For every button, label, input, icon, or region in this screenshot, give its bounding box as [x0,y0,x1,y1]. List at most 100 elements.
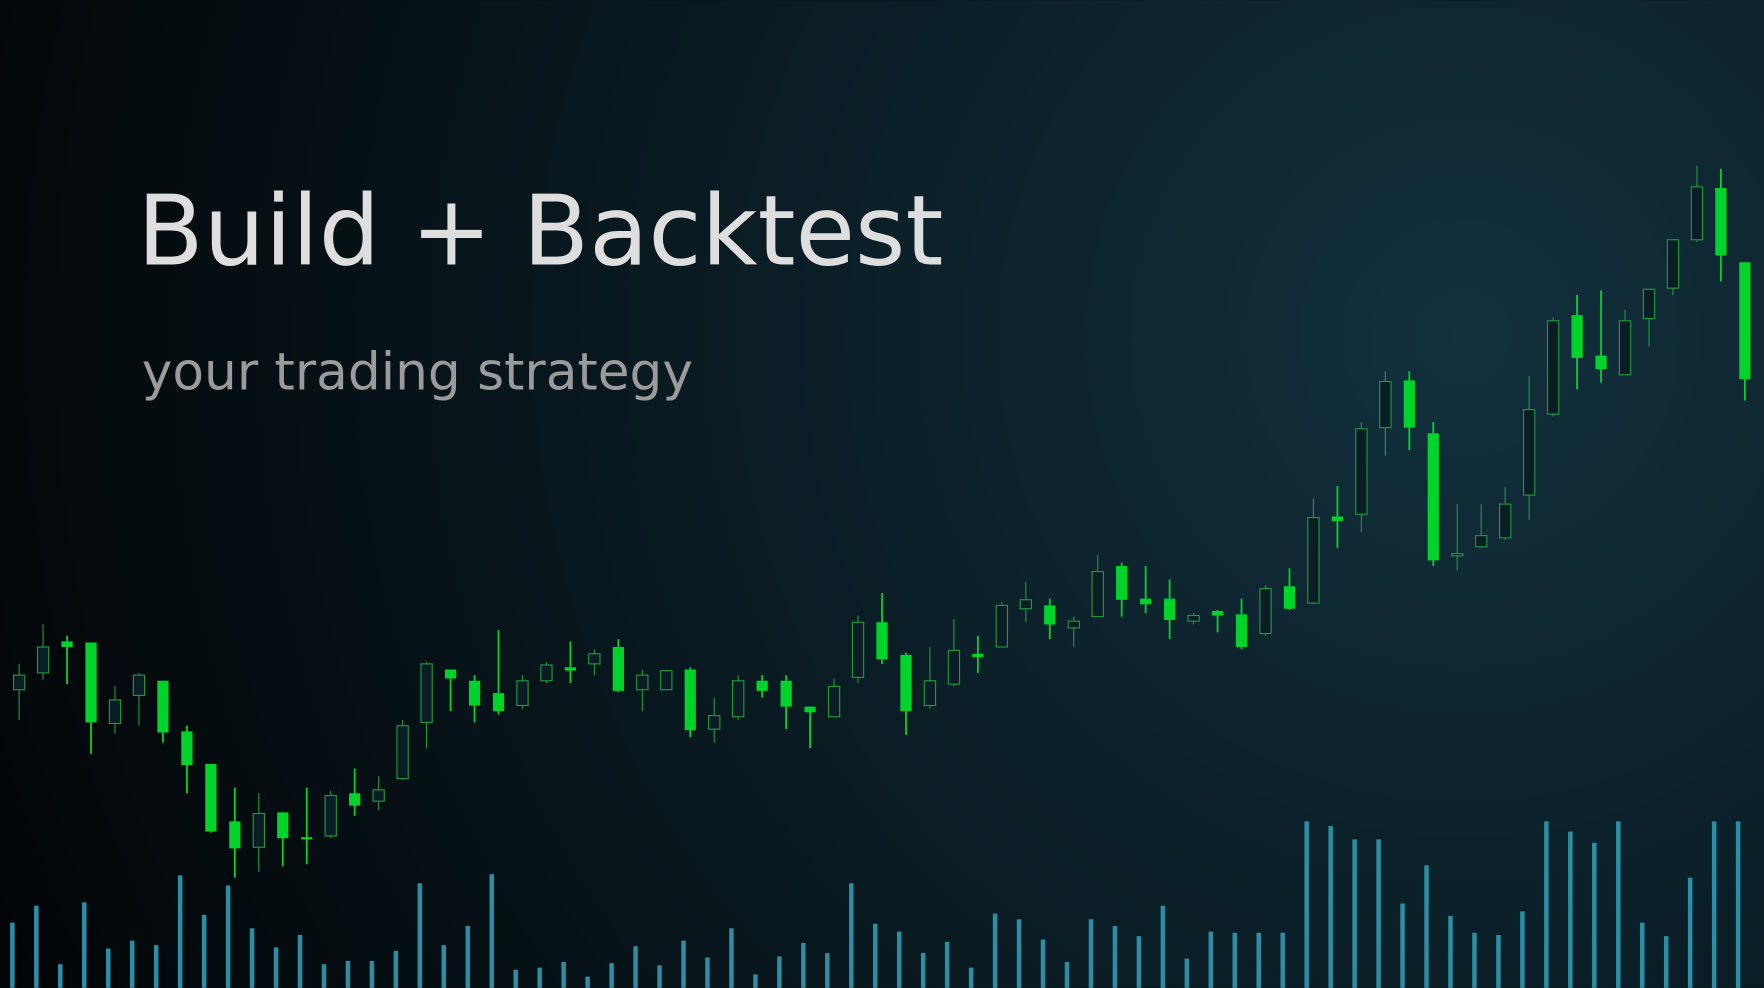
volume-bar [609,963,614,988]
candle-body [947,649,961,685]
candle-body [1618,320,1632,376]
volume-bar [1304,821,1309,988]
candle-body [420,663,433,723]
candle-body [396,725,409,780]
volume-bar [1496,935,1501,988]
candle-body [516,680,529,707]
volume-bar [920,953,926,988]
candle-body [349,793,361,806]
volume-bar [465,926,471,988]
volume-bar [1520,911,1525,988]
volume-bar [896,931,902,988]
candle-body [85,642,97,723]
volume-bar [225,885,231,988]
volume-bar [1184,958,1190,988]
candle-body [540,664,553,682]
volume-bar [1328,825,1333,988]
candle-body [1187,614,1200,622]
volume-bar [657,965,662,988]
volume-bar [297,935,303,988]
candle-body [684,669,696,731]
candle-body [1091,571,1104,618]
candle-body [1235,614,1248,647]
candle-body [1403,380,1415,428]
volume-bar [417,883,423,988]
candle-body [660,670,673,691]
candle-body [1116,566,1128,600]
candle-body [444,669,457,679]
candle-body [1666,239,1680,289]
candle-body [1595,355,1607,370]
candle-body [780,680,792,707]
candle-body [1475,535,1488,548]
volume-bar [1232,932,1238,988]
volume-bar [561,962,566,988]
volume-bar [273,947,279,988]
volume-bar [1064,962,1070,988]
volume-bar [513,969,518,988]
volume-bar [1472,932,1477,988]
candle-body [804,706,816,713]
volume-bar [1711,821,1717,988]
candle-body [468,680,481,706]
volume-bar [1424,865,1429,988]
volume-bar [1376,839,1381,988]
volume-bar [1592,842,1597,988]
candle-body [1642,288,1656,320]
volume-bar [1568,831,1573,988]
volume-bar [1256,932,1261,988]
volume-bar [1160,905,1166,988]
candle-body [1522,409,1536,496]
volume-bar [1016,919,1022,988]
volume-bar [321,964,327,988]
candle-body [1140,598,1152,605]
volume-bar [1400,903,1405,988]
candle-body [132,674,146,696]
candle-body [1499,503,1512,539]
volume-bar [10,922,15,988]
candles [12,165,1751,878]
volume-bar [1640,922,1645,988]
volume-bar [177,875,183,988]
volume-bar [1280,932,1285,988]
candle-body [827,685,841,718]
volume-bar [345,960,351,988]
volume-bar [34,905,39,988]
volume-bar [58,964,63,988]
candle-body [612,647,624,691]
subtitle: your trading strategy [142,342,693,402]
volume-bar [968,967,974,988]
candle-body [636,674,649,691]
candle-body [108,699,122,725]
volume-bar [153,945,159,988]
candle-body [1067,620,1080,629]
volume-bar [1663,936,1669,988]
candle-body [1044,605,1056,625]
candle-body [1331,516,1344,521]
volume-bar [1544,821,1549,988]
volume-bar [1040,939,1046,988]
candle-body [732,680,745,718]
candle-body [229,821,241,849]
candle-body [1379,380,1392,429]
candle-body [1283,586,1296,609]
candle-body [995,604,1009,648]
volume-bar [82,902,87,988]
candle-body [1019,599,1032,610]
volume-bar [705,957,710,988]
volume-bar [992,913,998,988]
volume-bar [1208,931,1214,988]
volume-bar [1735,821,1741,988]
volume-bar [393,950,399,988]
volume-bar [1088,919,1094,988]
candle-body [1739,262,1751,380]
volume-bar [249,928,255,988]
volume-bar [849,883,854,988]
volume-bar [729,928,734,988]
candle-body [900,654,912,712]
candle-body [756,680,768,691]
volume-bar [106,948,111,988]
